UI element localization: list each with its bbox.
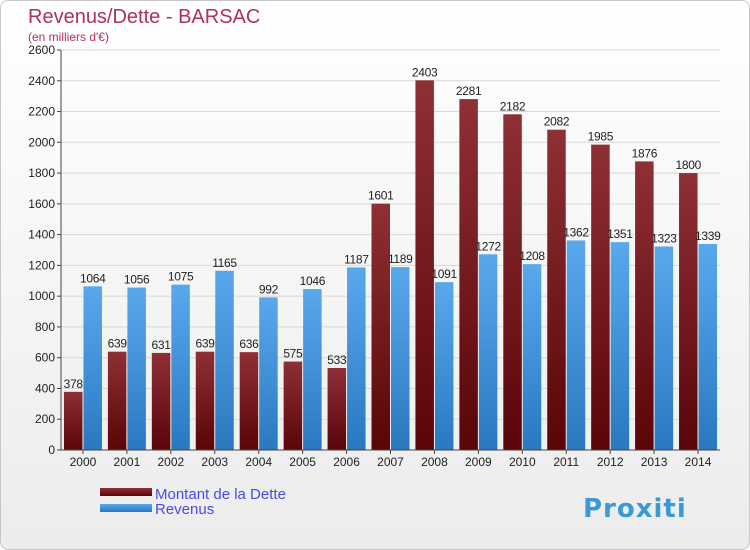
bar-revenus [303,289,322,450]
x-tick-label: 2002 [157,455,184,469]
bar-dette [63,391,83,450]
x-tick-label: 2007 [377,455,404,469]
bar-revenus [215,270,234,450]
x-tick-label: 2012 [597,455,624,469]
data-label-dette: 1800 [676,158,702,172]
data-label-dette: 2403 [412,65,438,79]
y-tick-label: 400 [35,381,55,395]
bar-revenus [698,244,718,450]
bar-revenus [127,287,146,450]
y-tick-label: 600 [35,351,55,365]
y-tick-label: 2000 [28,135,55,149]
y-tick-label: 1800 [28,166,55,180]
data-label-dette: 1985 [588,130,614,144]
y-tick-label: 2600 [28,43,55,57]
bar-revenus [654,246,674,450]
data-label-revenus: 1165 [212,256,237,270]
data-label-revenus: 1075 [168,270,194,284]
bar-dette [239,352,259,450]
data-label-dette: 378 [64,377,84,391]
y-tick-label: 1000 [28,289,55,303]
data-label-revenus: 1064 [80,271,106,285]
bar-dette [195,351,215,450]
data-label-dette: 2182 [500,99,526,113]
y-tick-label: 200 [35,412,55,426]
data-label-revenus: 1091 [431,267,457,281]
proxiti-logo: Proxiti [583,494,687,524]
y-tick-label: 2400 [28,74,55,88]
chart-subtitle: (en milliers d'€) [28,30,109,44]
bar-dette [371,203,390,450]
chart-title: Revenus/Dette - BARSAC [28,6,261,28]
y-tick-label: 1400 [28,228,55,242]
x-tick-label: 2003 [201,455,228,469]
legend-label-revenus: Revenus [155,501,214,518]
x-tick-label: 2009 [465,455,492,469]
x-tick-label: 2005 [289,455,316,469]
bar-revenus [610,242,630,450]
x-tick-label: 2004 [245,455,272,469]
x-tick-label: 2013 [641,455,668,469]
data-label-revenus: 992 [259,282,279,296]
x-tick-label: 2001 [114,455,141,469]
data-label-dette: 639 [195,337,215,351]
x-tick-label: 2011 [553,455,579,469]
data-label-dette: 1601 [368,189,394,203]
legend-swatch-dette [100,488,152,496]
bar-dette [151,352,171,450]
bar-dette [459,99,478,451]
bar-dette [591,144,610,450]
legend-label-dette: Montant de la Dette [155,486,286,503]
bar-dette [679,173,698,451]
y-tick-label: 800 [35,320,55,334]
data-label-dette: 533 [327,353,347,367]
bar-dette [415,80,434,451]
data-label-revenus: 1272 [475,239,501,253]
y-tick-label: 2200 [28,105,55,119]
legend: Montant de la Dette Revenus [100,486,286,518]
logo-text: Proxiti [583,494,687,524]
data-label-revenus: 1056 [124,273,150,287]
x-tick-label: 2008 [421,455,448,469]
bar-dette [327,368,347,450]
data-label-revenus: 1187 [344,252,369,266]
bar-revenus [83,286,102,450]
bar-dette [107,351,127,450]
data-label-dette: 2082 [544,115,570,129]
bar-revenus [522,264,542,450]
bar-revenus [566,240,586,450]
y-tick-label: 0 [48,443,55,457]
data-label-dette: 1876 [632,146,658,160]
bar-revenus [347,267,366,450]
data-label-revenus: 1323 [651,231,677,245]
x-tick-label: 2000 [70,455,97,469]
bar-dette [503,114,522,451]
data-label-dette: 636 [239,337,259,351]
bar-revenus [259,297,278,450]
x-tick-label: 2006 [333,455,360,469]
bar-dette [283,361,303,450]
bar-dette [635,161,654,450]
x-tick-label: 2014 [685,455,712,469]
data-label-revenus: 1362 [563,225,589,239]
legend-swatch-revenus [100,504,152,512]
data-label-dette: 575 [283,347,303,361]
data-label-dette: 639 [108,337,128,351]
data-label-dette: 631 [152,338,172,352]
y-tick-label: 1600 [28,197,55,211]
bar-revenus [434,282,454,450]
data-label-revenus: 1351 [607,227,633,241]
bar-revenus [478,254,498,450]
data-label-revenus: 1189 [388,252,413,266]
data-label-revenus: 1046 [300,274,326,288]
y-tick-label: 1200 [28,258,55,272]
bar-dette [547,129,566,450]
bar-revenus [391,267,410,450]
data-label-revenus: 1339 [695,229,721,243]
bar-revenus [171,284,190,450]
x-tick-label: 2010 [509,455,536,469]
data-label-revenus: 1208 [519,249,545,263]
data-label-dette: 2281 [456,84,482,98]
